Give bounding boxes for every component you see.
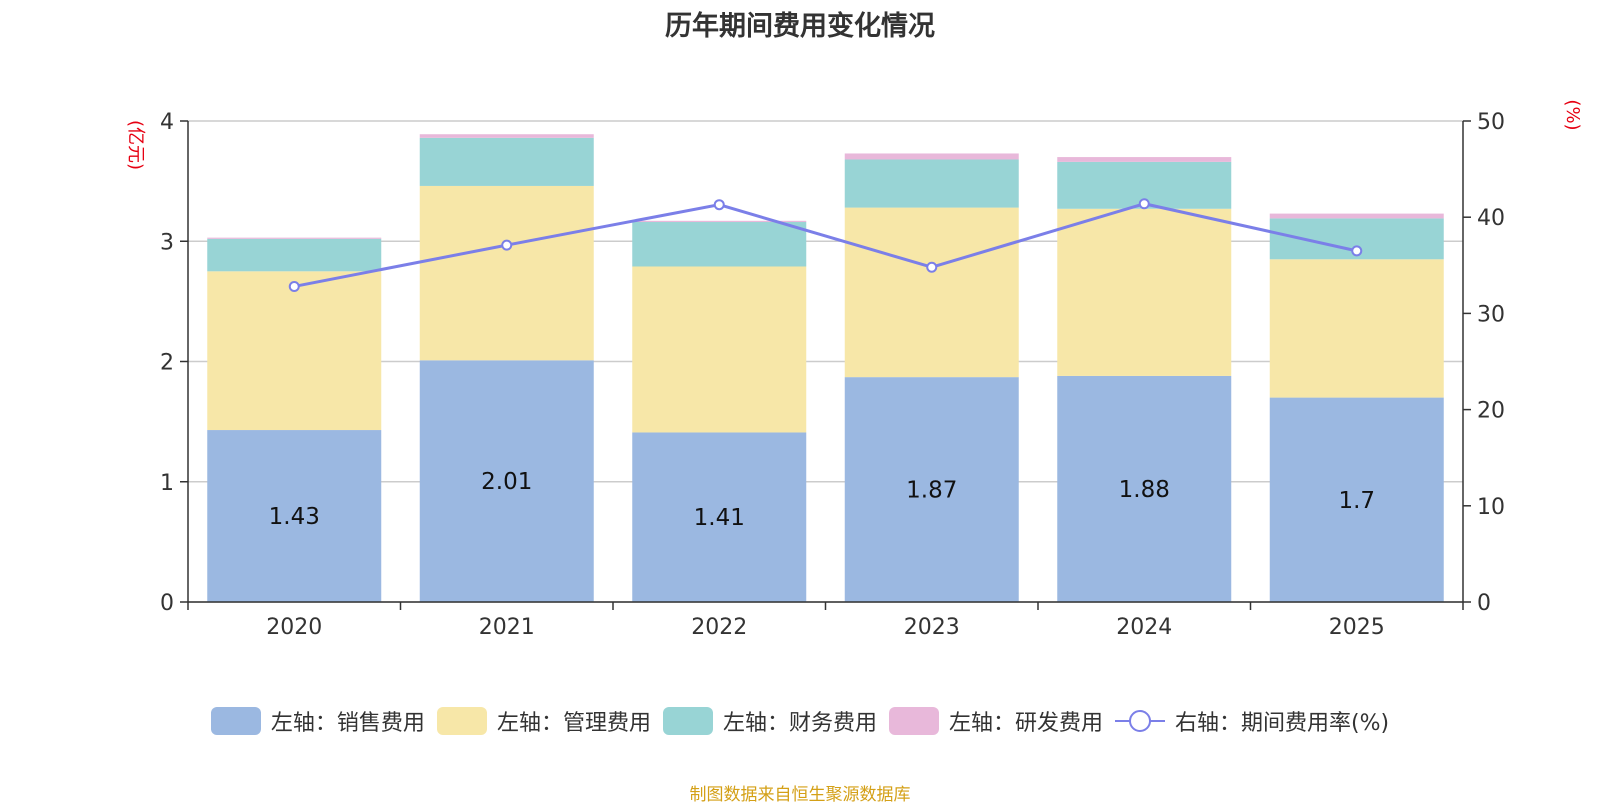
- left-tick-label: 1: [160, 471, 174, 496]
- bar-segment: [844, 207, 1019, 378]
- x-tick-label: 2021: [479, 615, 535, 640]
- bar-segment: [207, 238, 382, 272]
- x-tick-label: 2022: [691, 615, 747, 640]
- left-tick-label: 0: [160, 591, 174, 616]
- right-tick-label: 20: [1477, 399, 1505, 424]
- legend-label: 左轴：财务费用: [722, 711, 877, 736]
- left-axis-unit: (亿元): [125, 120, 146, 170]
- right-tick-label: 40: [1477, 206, 1505, 231]
- rate-line: [293, 202, 1358, 288]
- bar-value-label: 1.87: [906, 478, 957, 504]
- legend-item-sales[interactable]: 左轴：销售费用: [210, 705, 425, 737]
- rate-point: [288, 280, 300, 292]
- bar-segment: [1057, 208, 1232, 376]
- rate-point: [713, 199, 725, 211]
- chart-title: 历年期间费用变化情况: [665, 11, 935, 42]
- bar-segment: [844, 153, 1019, 160]
- legend-label: 左轴：研发费用: [948, 711, 1103, 736]
- bar-segment: [207, 271, 382, 431]
- right-axis-unit: (%): [1562, 99, 1583, 130]
- bar-segment: [632, 222, 807, 267]
- legend-item-rd[interactable]: 左轴：研发费用: [888, 705, 1103, 737]
- bar-segment: [419, 185, 594, 361]
- bar-value-label: 1.7: [1338, 488, 1375, 514]
- left-tick-label: 3: [160, 230, 174, 255]
- legend-swatch-finance: [662, 707, 713, 735]
- legend-swatch-admin: [436, 707, 487, 735]
- x-tick-label: 2020: [266, 615, 322, 640]
- bar-segment: [1269, 213, 1444, 219]
- bar-segment: [844, 159, 1019, 208]
- x-tick-label: 2024: [1116, 615, 1172, 640]
- bar-value-label: 1.88: [1119, 477, 1170, 503]
- bar-segment: [1057, 375, 1232, 602]
- bar-segment: [1269, 259, 1444, 398]
- bar-segment: [207, 237, 382, 239]
- bar-labels-group: 1.43 2.01 1.41 1.87 1.88 1.7: [269, 469, 1375, 531]
- legend-label: 右轴：期间费用率(%): [1174, 711, 1390, 736]
- right-tick-label: 30: [1477, 302, 1505, 327]
- bar-value-label: 1.41: [694, 505, 745, 531]
- rate-line-group: [288, 198, 1363, 292]
- source-note: 制图数据来自恒生聚源数据库: [689, 785, 911, 805]
- left-tick-label: 4: [160, 110, 174, 135]
- legend-item-finance[interactable]: 左轴：财务费用: [662, 705, 877, 737]
- right-tick-label: 0: [1477, 591, 1491, 616]
- legend-swatch-rd: [888, 707, 939, 735]
- bar-segment: [632, 266, 807, 433]
- bar-value-label: 2.01: [481, 469, 532, 495]
- legend-label: 左轴：管理费用: [496, 711, 651, 736]
- rate-point: [926, 261, 938, 273]
- bar-segment: [419, 360, 594, 602]
- rate-point: [1138, 198, 1150, 210]
- bar-segment: [419, 134, 594, 138]
- legend-label: 左轴：销售费用: [270, 711, 425, 736]
- legend-item-admin[interactable]: 左轴：管理费用: [436, 705, 651, 737]
- bar-value-label: 1.43: [269, 504, 320, 530]
- bar-segment: [207, 430, 382, 602]
- x-tick-label: 2025: [1329, 615, 1385, 640]
- legend-line-marker-icon: [1114, 710, 1165, 732]
- bar-segment: [1057, 157, 1232, 162]
- rate-point: [501, 239, 513, 251]
- right-tick-label: 10: [1477, 495, 1505, 520]
- bar-segment: [632, 432, 807, 602]
- bar-segment: [844, 377, 1019, 602]
- bar-segment: [419, 137, 594, 186]
- right-tick-label: 50: [1477, 110, 1505, 135]
- legend: 左轴：销售费用 左轴：管理费用 左轴：财务费用 左轴：研发费用 右轴：期间费用率…: [0, 705, 1600, 737]
- legend-item-rate[interactable]: 右轴：期间费用率(%): [1114, 705, 1390, 737]
- bar-segment: [1269, 397, 1444, 602]
- legend-swatch-sales: [210, 707, 261, 735]
- x-tick-label: 2023: [904, 615, 960, 640]
- bar-segment: [632, 220, 807, 223]
- bars-group: [207, 134, 1444, 602]
- left-tick-label: 2: [160, 351, 174, 376]
- rate-point: [1351, 245, 1363, 257]
